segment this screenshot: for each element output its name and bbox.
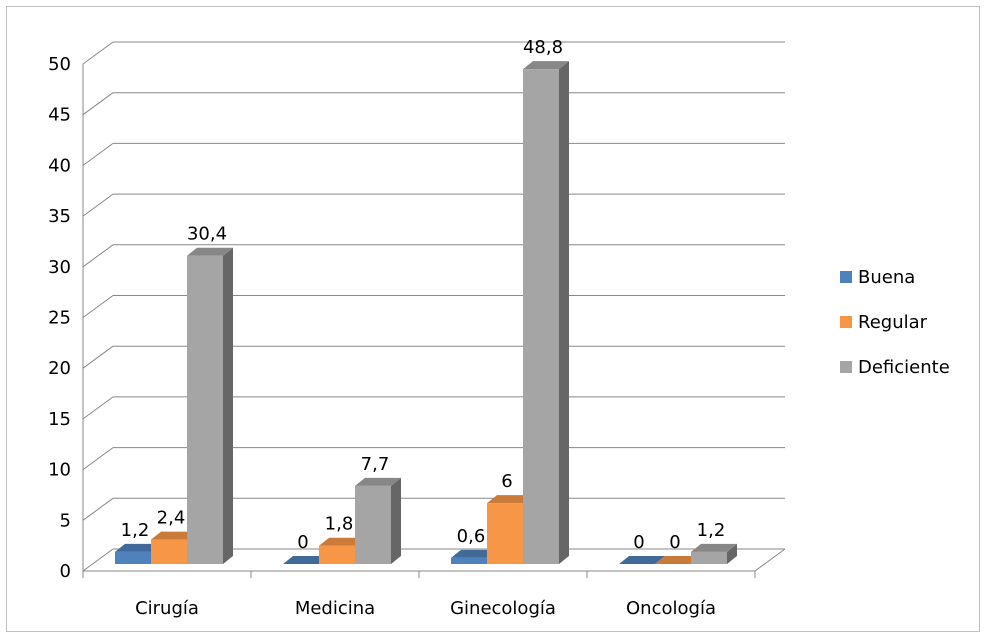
- y-tick-label: 20: [48, 358, 71, 379]
- legend-label: Regular: [858, 312, 928, 333]
- gridline-side: [82, 447, 114, 471]
- data-labels: 1,2 2,4 30,4 0 1,8 7,7 0,6 6 48,8 0 0 1,2: [121, 37, 726, 553]
- bar-side: [559, 61, 569, 564]
- bar-top: [655, 556, 701, 564]
- x-category-label: Cirugía: [135, 598, 199, 619]
- bar-top: [319, 537, 365, 546]
- data-label: 1,2: [697, 520, 726, 541]
- y-tick-label: 50: [48, 54, 71, 75]
- bar: [355, 485, 391, 564]
- x-category-label: Medicina: [295, 598, 375, 619]
- y-tick-label: 45: [48, 105, 71, 126]
- gridline-side: [82, 548, 114, 572]
- data-label: 0,6: [457, 526, 486, 547]
- bar-top: [691, 543, 737, 552]
- gridline-side: [82, 92, 114, 116]
- bar: [187, 255, 223, 564]
- legend-swatch: [840, 271, 852, 283]
- y-tick-label: 40: [48, 155, 71, 176]
- data-label: 30,4: [187, 224, 227, 245]
- y-tick-label: 25: [48, 308, 71, 329]
- bars: [115, 61, 737, 564]
- legend-label: Buena: [858, 267, 915, 288]
- bar-side: [727, 543, 737, 564]
- bar-top: [283, 556, 329, 564]
- bar: [451, 557, 487, 564]
- data-label: 0: [669, 532, 680, 553]
- y-tick-label: 35: [48, 206, 71, 227]
- bar-top: [451, 549, 497, 558]
- data-label: 6: [501, 471, 512, 492]
- bar: [319, 545, 355, 564]
- bar-side: [223, 247, 233, 564]
- gridline-side: [82, 497, 114, 521]
- gridline-side: [82, 41, 114, 65]
- data-label: 1,2: [121, 520, 150, 541]
- data-label: 0: [633, 532, 644, 553]
- floor-right-edge: [754, 548, 786, 572]
- gridline-side: [82, 193, 114, 217]
- gridline-side: [82, 142, 114, 166]
- y-tick-label: 0: [60, 561, 71, 582]
- bar-top: [151, 531, 197, 540]
- bar: [151, 539, 187, 564]
- y-tick-label: 10: [48, 460, 71, 481]
- data-label: 1,8: [325, 514, 354, 535]
- legend-swatch: [840, 361, 852, 373]
- bar-top: [523, 61, 569, 70]
- gridline-side: [82, 244, 114, 268]
- gridline-side: [82, 295, 114, 318]
- legend-swatch: [840, 316, 852, 328]
- y-axis: 0 5 10 15 20 25 30 35 40 45 50: [48, 54, 84, 582]
- legend-label: Deficiente: [858, 357, 950, 378]
- y-tick-label: 15: [48, 409, 71, 430]
- x-category-label: Oncología: [626, 598, 716, 619]
- bar: [691, 551, 727, 564]
- y-tick-label: 30: [48, 257, 71, 278]
- legend: Buena Regular Deficiente: [840, 267, 950, 378]
- data-label: 7,7: [361, 454, 390, 475]
- bar: [115, 551, 151, 564]
- gridline-side: [82, 345, 114, 369]
- bar: [487, 503, 523, 564]
- bar-top: [187, 247, 233, 256]
- x-category-label: Ginecología: [450, 598, 556, 619]
- bar-top: [115, 543, 161, 552]
- x-axis: Cirugía Medicina Ginecología Oncología: [82, 571, 756, 619]
- data-label: 0: [297, 532, 308, 553]
- y-tick-label: 5: [60, 510, 71, 531]
- bar-top: [355, 477, 401, 486]
- gridline-side: [82, 396, 114, 420]
- bar-top: [619, 556, 665, 564]
- bar-side: [391, 477, 401, 564]
- data-label: 48,8: [523, 37, 563, 58]
- bar: [523, 69, 559, 564]
- data-label: 2,4: [157, 508, 186, 529]
- bar-top: [487, 495, 533, 504]
